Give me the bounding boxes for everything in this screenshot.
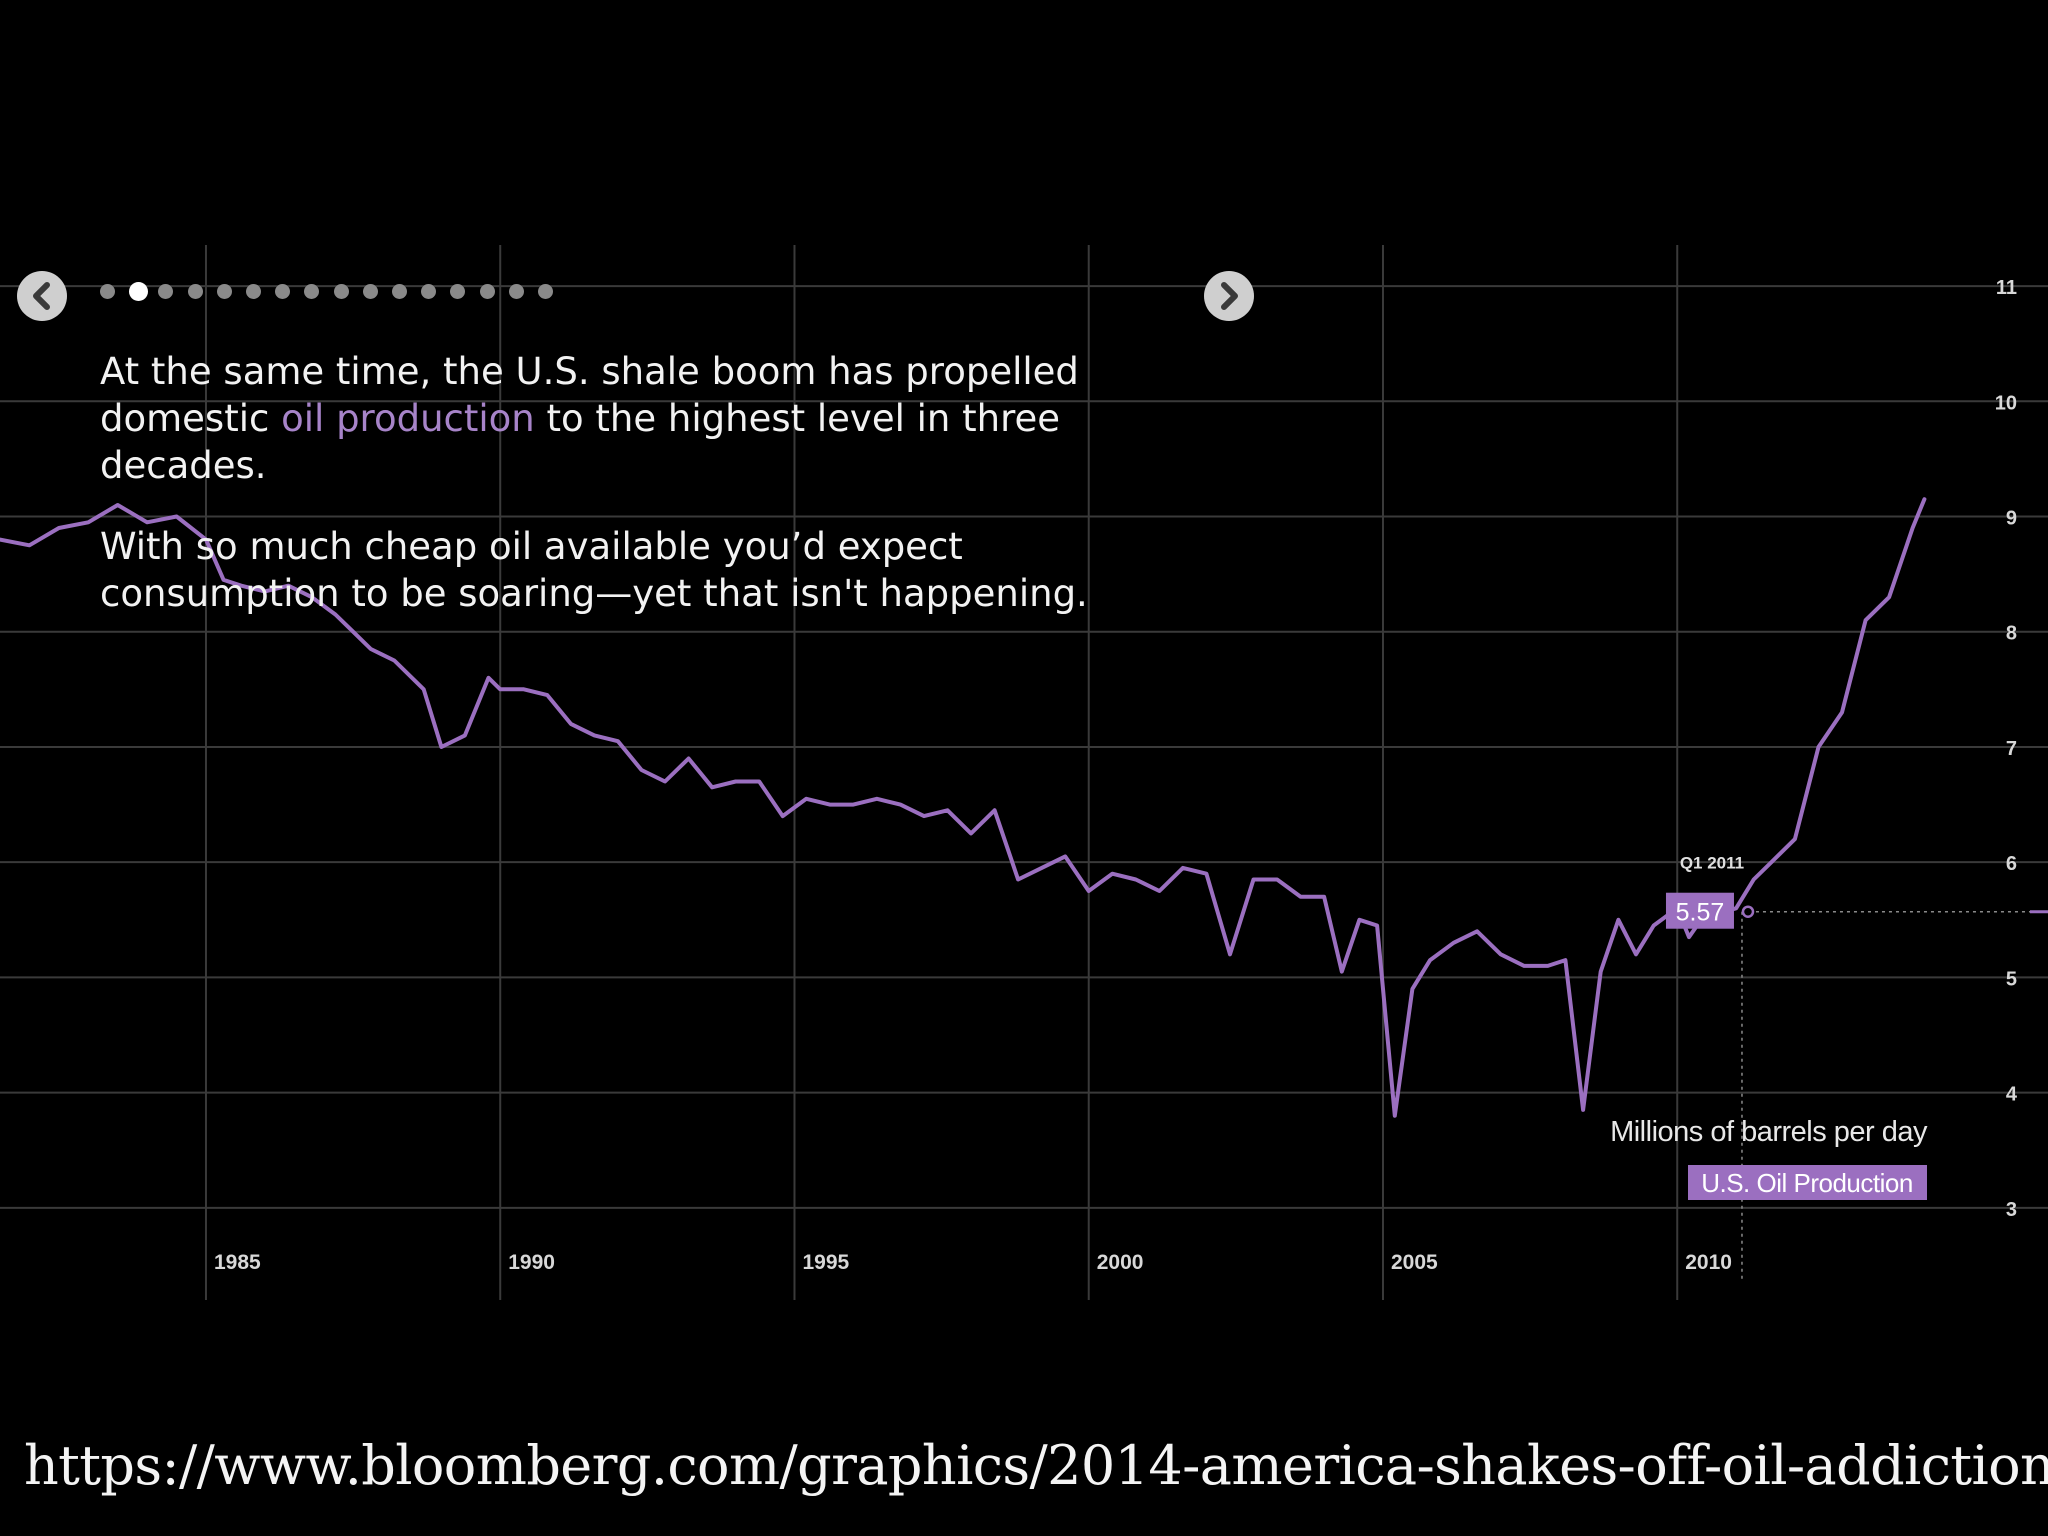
series-layer — [0, 497, 1927, 1118]
slide-dot[interactable] — [275, 284, 291, 299]
slide-dot[interactable] — [216, 284, 232, 299]
x-tick-label: 1985 — [214, 1251, 261, 1274]
y-tick-label: 9 — [2006, 508, 2017, 530]
narrative-paragraph-1: At the same time, the U.S. shale boom ha… — [100, 348, 1120, 489]
legend-entry-us-oil-production: U.S. Oil Production — [1701, 1168, 1913, 1198]
slide-dot[interactable] — [538, 284, 553, 299]
y-tick-label: 5 — [2006, 968, 2017, 990]
x-axis-ticks: 1985 1990 1995 2000 2005 2010 — [214, 1251, 1732, 1274]
y-tick-label: 4 — [2006, 1084, 2018, 1106]
x-tick-label: 2000 — [1097, 1251, 1144, 1274]
y-tick-label: 3 — [2006, 1199, 2017, 1221]
slide-dot[interactable] — [333, 284, 349, 299]
x-tick-label: 1990 — [508, 1251, 555, 1274]
annotation-value: 5.57 — [1676, 899, 1725, 927]
narrative-text: At the same time, the U.S. shale boom ha… — [100, 350, 1079, 440]
annotation-layer[interactable]: 5.57 Q1 2011 — [1665, 854, 2048, 1280]
y-tick-label: 6 — [2006, 853, 2017, 875]
y-axis-ticks: 3 4 5 6 7 8 9 10 11 — [1995, 277, 2018, 1221]
gridlines — [0, 245, 2048, 1300]
chevron-left-icon — [33, 282, 50, 310]
prev-slide-button[interactable] — [17, 271, 67, 321]
source-url[interactable]: https://www.bloomberg.com/graphics/2014-… — [24, 1434, 2048, 1497]
slide-dot[interactable] — [450, 284, 466, 299]
annotation-point[interactable] — [1741, 905, 1755, 918]
oil-production-highlight[interactable]: oil production — [281, 397, 535, 440]
legend: Millions of barrels per day U.S. Oil Prod… — [1610, 1116, 1928, 1200]
narrative-paragraph-2: With so much cheap oil available you’d e… — [100, 525, 1088, 615]
x-tick-label: 1995 — [802, 1251, 849, 1274]
slide-dot[interactable] — [392, 284, 407, 299]
next-slide-button[interactable] — [1204, 271, 1254, 321]
slide-dot[interactable] — [304, 284, 320, 299]
annotation-value-box — [1665, 892, 1734, 929]
slide-dot[interactable] — [362, 284, 378, 299]
y-axis-unit-label: Millions of barrels per day — [1610, 1116, 1928, 1148]
x-tick-label: 2005 — [1391, 1251, 1438, 1274]
slide-dot[interactable] — [421, 284, 437, 299]
slide-dot[interactable] — [508, 284, 524, 299]
slide-dot[interactable] — [187, 284, 203, 299]
slide-dot[interactable] — [129, 282, 149, 301]
series-line-us-oil-production — [0, 497, 1927, 1118]
narrative-text: to the highest level in three decades. — [100, 397, 1060, 487]
slide-dot[interactable] — [479, 284, 495, 299]
slide-dot[interactable] — [100, 284, 115, 299]
chevron-right-icon — [1221, 282, 1238, 310]
slide-dot[interactable] — [246, 284, 261, 299]
slide-dot[interactable] — [158, 284, 174, 299]
y-tick-label: 7 — [2006, 738, 2017, 760]
legend-swatch — [1688, 1165, 1927, 1200]
y-tick-label: 10 — [1995, 392, 2017, 414]
y-tick-label: 11 — [1996, 277, 2017, 299]
y-tick-label: 8 — [2006, 623, 2017, 645]
annotation-label: Q1 2011 — [1680, 854, 1744, 873]
x-tick-label: 2010 — [1685, 1251, 1732, 1274]
